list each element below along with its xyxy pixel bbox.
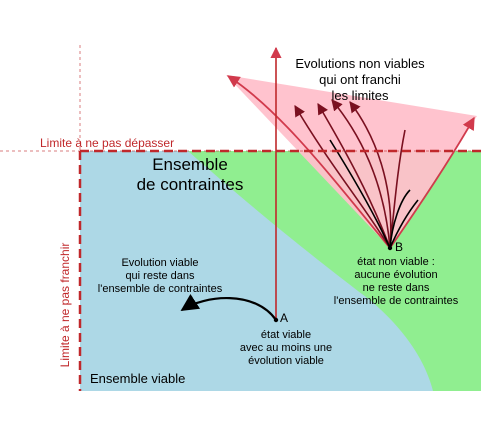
viable-evolution-label-2: qui reste dans [125,270,195,282]
limit-not-exceed-label: Limite à ne pas dépasser [40,136,174,150]
point-b-marker [387,245,393,251]
point-a-desc-2: avec au moins une [240,342,332,354]
b-evolutions [294,99,419,249]
viable-evolution-label-1: Evolution viable [121,257,198,269]
non-viable-title-3: les limites [331,88,389,103]
point-a-marker [273,317,279,323]
point-b-desc-4: l'ensemble de contraintes [334,295,459,307]
point-b-label: B [395,240,403,254]
non-viable-arrows [226,75,475,249]
point-a-label: A [280,311,288,325]
constraint-set-label-2: de contraintes [137,175,244,194]
non-viable-title-2: qui ont franchi [319,72,401,87]
point-a-desc-1: état viable [261,329,311,341]
point-b-desc-1: état non viable : [357,256,435,268]
non-viable-title-1: Evolutions non viables [295,56,425,71]
point-b-desc-3: ne reste dans [363,282,430,294]
constraint-set-label-1: Ensemble [152,155,228,174]
point-a-desc-3: évolution viable [248,355,324,367]
viable-set-label: Ensemble viable [90,371,185,386]
viable-set-region [80,151,433,391]
limit-not-cross-label: Limite à ne pas franchir [58,243,72,368]
a-viable-evolution [180,293,277,321]
viable-evolution-label-3: l'ensemble de contraintes [98,283,223,295]
point-b-desc-2: aucune évolution [354,269,437,281]
cone-left-edge-arrow [226,75,391,249]
cone-right-edge-arrow [389,116,475,249]
